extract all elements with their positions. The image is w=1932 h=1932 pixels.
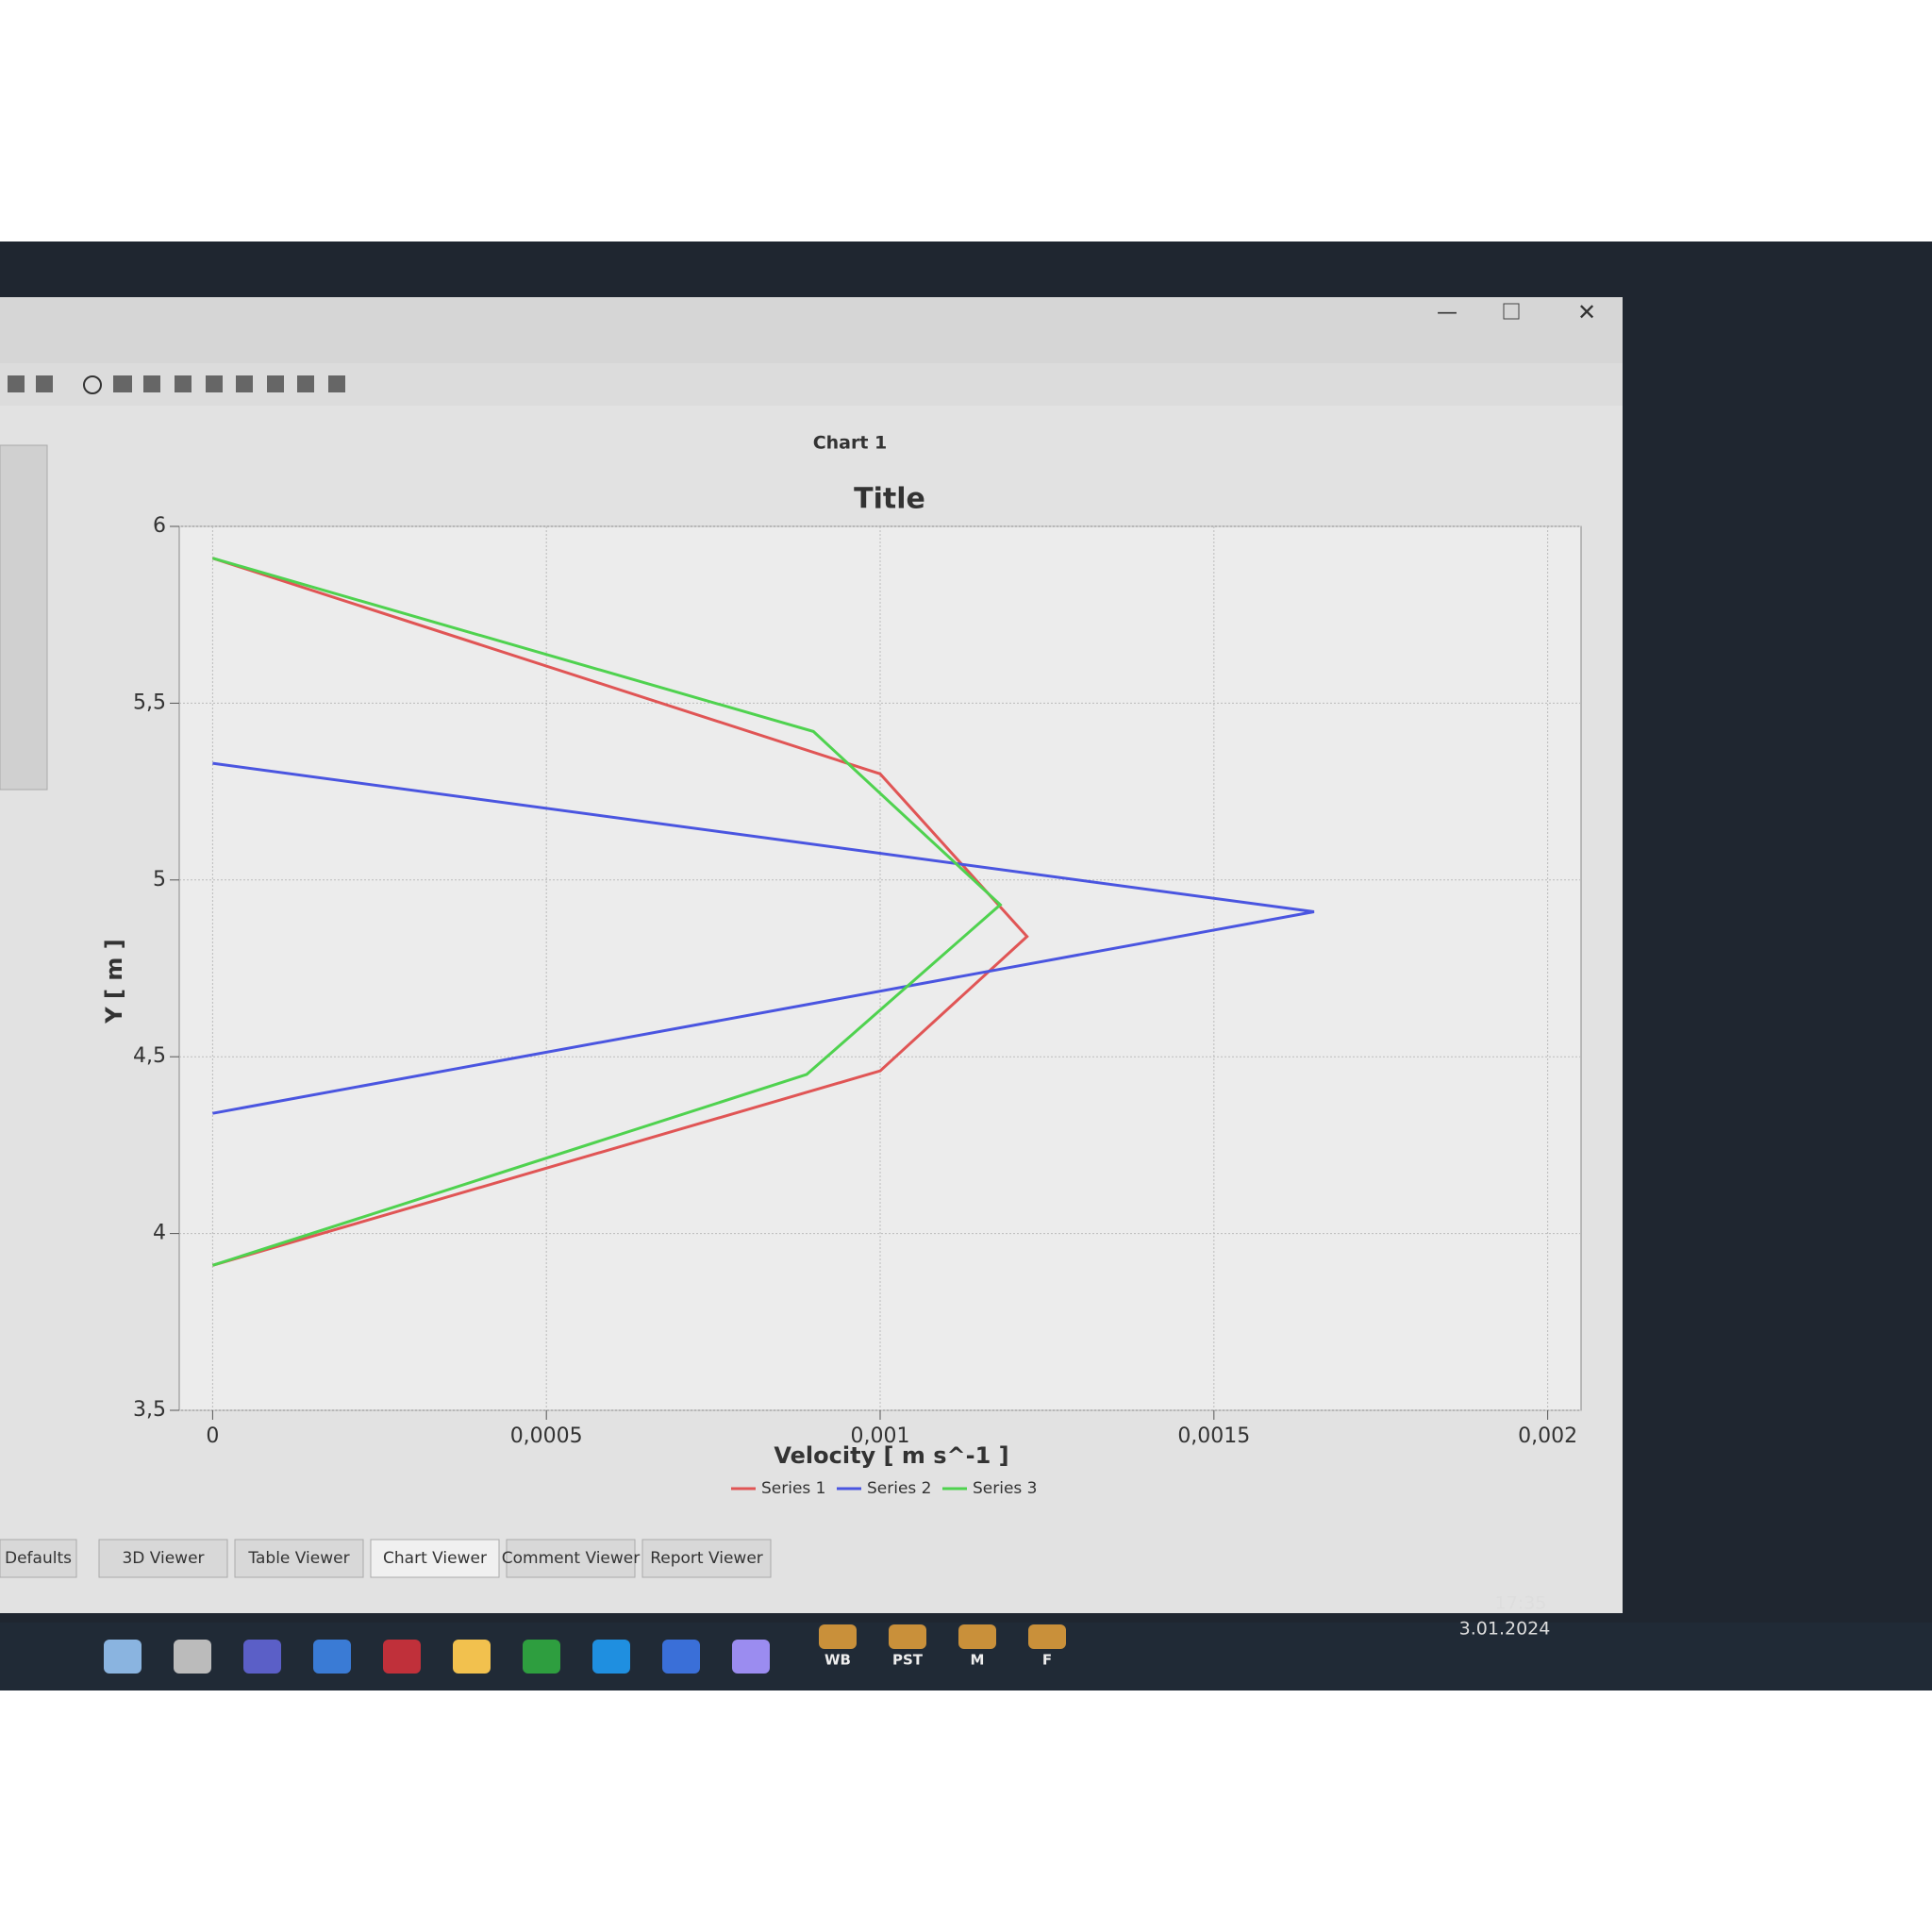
maximize-button[interactable] xyxy=(1503,303,1520,320)
tab[interactable] xyxy=(234,1539,364,1578)
tab-label[interactable]: Defaults xyxy=(5,1549,72,1568)
tab-label[interactable]: Table Viewer xyxy=(247,1549,349,1568)
y-tick-label: 5 xyxy=(153,868,166,891)
taskbar-app-label: F xyxy=(1042,1652,1052,1669)
taskbar-icon[interactable] xyxy=(453,1640,491,1674)
taskbar-icons: WB PST M F xyxy=(104,1624,1066,1674)
x-axis-label: Velocity [ m s^-1 ] xyxy=(774,1442,1008,1469)
tab-label[interactable]: Comment Viewer xyxy=(502,1549,640,1568)
tab[interactable] xyxy=(641,1539,772,1578)
series-line xyxy=(212,761,1315,1115)
taskbar-icon[interactable] xyxy=(383,1640,421,1674)
taskbar-icon[interactable] xyxy=(958,1624,996,1649)
y-axis-label: Y [ m ] xyxy=(101,939,127,1024)
tool-icon[interactable] xyxy=(236,375,253,392)
y-tick-label: 4 xyxy=(153,1222,166,1245)
taskbar-icon[interactable] xyxy=(243,1640,281,1674)
series-line xyxy=(211,557,1029,1267)
legend-label: Series 2 xyxy=(867,1479,932,1498)
tool-icon[interactable] xyxy=(175,375,192,392)
tab-label[interactable]: Report Viewer xyxy=(650,1549,763,1568)
x-tick-label: 0,001 xyxy=(851,1424,910,1448)
tab-bar: Defaults 3D Viewer Table Viewer Chart Viewe… xyxy=(0,1539,772,1578)
tab-label[interactable]: Chart Viewer xyxy=(383,1549,487,1568)
taskbar-icon[interactable] xyxy=(313,1640,351,1674)
tool-icon[interactable] xyxy=(267,375,284,392)
x-tick-label: 0,0015 xyxy=(1177,1424,1250,1448)
toolbar-icons xyxy=(8,375,345,394)
tool-icon[interactable] xyxy=(8,375,25,392)
taskbar-icon[interactable] xyxy=(1028,1624,1066,1649)
minimize-button[interactable]: — xyxy=(1437,301,1457,325)
tab-label[interactable]: 3D Viewer xyxy=(122,1549,204,1568)
x-tick-label: 0,002 xyxy=(1518,1424,1577,1448)
taskbar-app-label: WB xyxy=(824,1652,851,1669)
series-line xyxy=(211,557,1003,1267)
clock-date: 3.01.2024 xyxy=(1459,1619,1551,1640)
tool-icon[interactable] xyxy=(143,375,160,392)
taskbar-icon[interactable] xyxy=(732,1640,770,1674)
taskbar-icon[interactable] xyxy=(104,1640,142,1674)
y-tick-label: 4,5 xyxy=(133,1044,166,1068)
tab[interactable] xyxy=(0,1539,77,1578)
close-button[interactable]: ✕ xyxy=(1577,299,1596,325)
x-tick-label: 0 xyxy=(206,1424,219,1448)
chart-title: Title xyxy=(854,483,925,516)
panel-title: Chart 1 xyxy=(813,433,888,454)
x-tick-label: 0,0005 xyxy=(510,1424,583,1448)
tab[interactable] xyxy=(98,1539,228,1578)
legend-label: Series 1 xyxy=(761,1479,826,1498)
taskbar-icon[interactable] xyxy=(523,1640,560,1674)
tool-icon[interactable] xyxy=(36,375,53,392)
tab[interactable] xyxy=(370,1539,500,1578)
taskbar-icon[interactable] xyxy=(662,1640,700,1674)
taskbar-app-label: M xyxy=(971,1652,985,1669)
taskbar-icon[interactable] xyxy=(889,1624,926,1649)
y-tick-label: 6 xyxy=(153,514,166,538)
clock-time: 17:35 xyxy=(1495,1593,1547,1614)
y-tick-label: 3,5 xyxy=(133,1398,166,1422)
y-tick-label: 5,5 xyxy=(133,691,166,714)
tab[interactable] xyxy=(506,1539,636,1578)
title-bar xyxy=(0,297,1623,363)
side-panel xyxy=(0,444,48,791)
taskbar-icon[interactable] xyxy=(819,1624,857,1649)
legend-label: Series 3 xyxy=(973,1479,1038,1498)
taskbar-icon[interactable] xyxy=(592,1640,630,1674)
tool-icon[interactable] xyxy=(83,375,102,394)
tool-icon[interactable] xyxy=(328,375,345,392)
taskbar-icon[interactable] xyxy=(174,1640,211,1674)
tool-icon[interactable] xyxy=(113,375,132,392)
tool-icon[interactable] xyxy=(297,375,314,392)
taskbar-app-label: PST xyxy=(892,1652,924,1669)
tool-icon[interactable] xyxy=(206,375,223,392)
